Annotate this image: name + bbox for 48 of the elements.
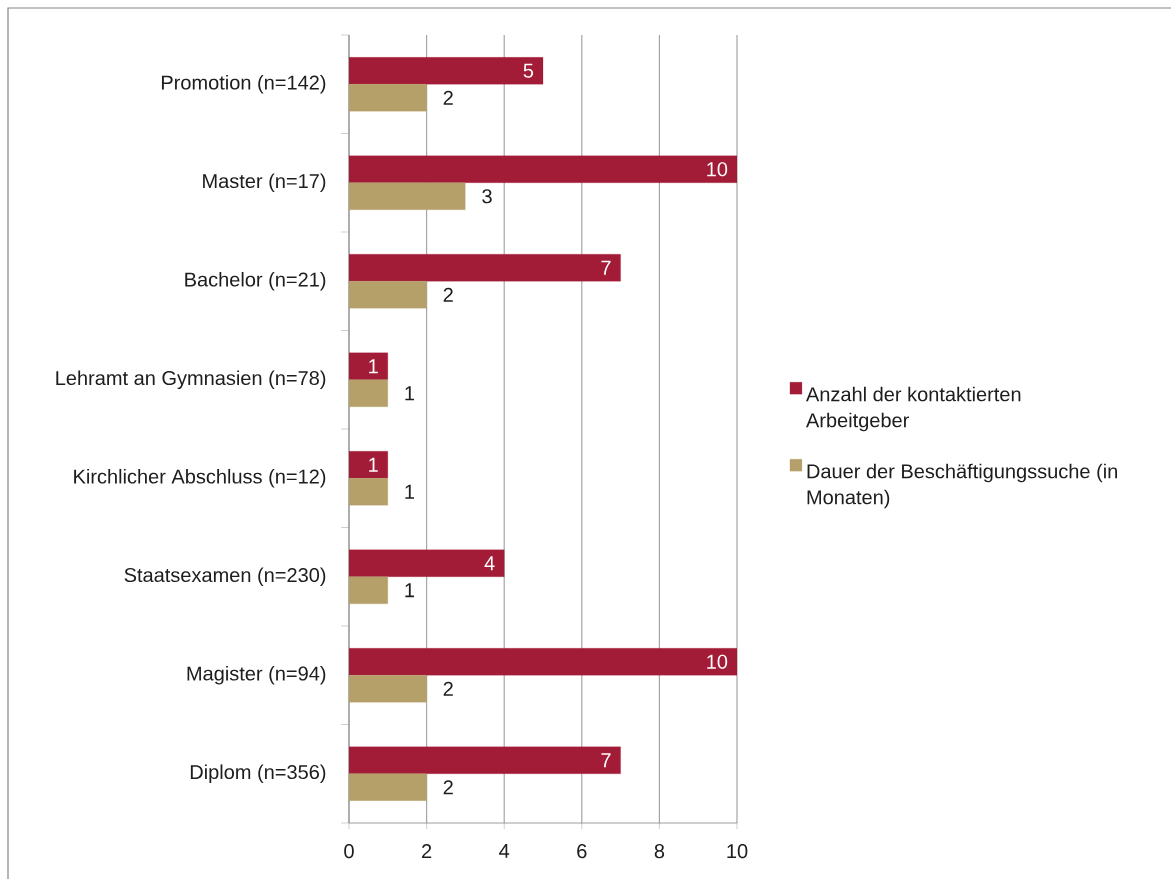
x-tick-label: 10	[727, 844, 748, 859]
bar	[349, 675, 427, 703]
x-tick-label: 0	[344, 844, 354, 859]
data-label: 7	[601, 753, 611, 768]
bar	[349, 57, 544, 85]
bar	[349, 155, 738, 183]
data-label: 2	[443, 780, 453, 795]
data-label: 1	[369, 359, 378, 374]
bar	[349, 84, 427, 112]
legend-label: Anzahl der kontaktierten Arbeitgeber	[806, 386, 1021, 432]
data-label: 2	[443, 90, 453, 105]
bar	[349, 451, 388, 479]
bar	[349, 746, 621, 774]
x-tick-label: 4	[499, 844, 510, 858]
legend-label: Dauer der Beschäftigungssuche (in Monaten)	[807, 463, 1117, 509]
y-tick-label: Bachelor (n=21)	[185, 271, 326, 291]
bar	[349, 281, 427, 309]
data-label: 10	[707, 654, 728, 669]
x-tick-label: 8	[654, 844, 665, 859]
y-tick-label: Magister (n=94)	[187, 665, 326, 685]
data-label: 5	[523, 63, 534, 78]
x-tick-label: 2	[422, 844, 432, 859]
data-label: 1	[405, 484, 415, 499]
bar	[349, 254, 621, 282]
y-tick-label: Staatsexamen (n=230)	[124, 567, 326, 587]
bar	[349, 182, 466, 210]
y-tick-label: Lehramt an Gymnasien (n=78)	[56, 370, 326, 390]
data-label: 10	[707, 162, 728, 177]
bar	[349, 478, 388, 506]
bar	[349, 773, 427, 801]
bar	[349, 576, 388, 604]
y-tick-label: Diplom (n=356)	[190, 764, 326, 784]
data-label: 4	[484, 556, 495, 571]
bar	[349, 549, 505, 577]
data-label: 1	[405, 386, 415, 401]
bar	[349, 648, 738, 676]
x-tick-label: 6	[577, 844, 587, 859]
y-tick-label: Kirchlicher Abschluss (n=12)	[74, 468, 326, 488]
data-label: 2	[443, 681, 453, 696]
y-tick-label: Master (n=17)	[203, 173, 326, 193]
data-label: 1	[405, 583, 415, 598]
data-label: 7	[601, 260, 611, 275]
data-label: 3	[482, 189, 492, 204]
bar	[349, 352, 388, 380]
data-label: 1	[369, 457, 378, 472]
y-tick-label: Promotion (n=142)	[161, 74, 326, 94]
bar	[349, 379, 388, 407]
data-label: 2	[443, 287, 453, 302]
